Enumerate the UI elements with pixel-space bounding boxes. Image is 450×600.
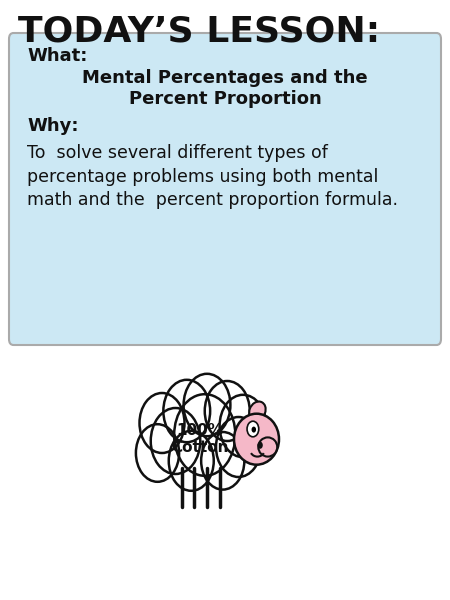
Circle shape [140, 393, 184, 453]
Circle shape [151, 408, 200, 474]
Ellipse shape [249, 401, 266, 421]
Circle shape [220, 395, 266, 457]
Circle shape [257, 442, 263, 449]
Text: To  solve several different types of
percentage problems using both mental
math : To solve several different types of perc… [27, 144, 398, 209]
Circle shape [252, 427, 256, 433]
Circle shape [174, 394, 235, 476]
Text: TODAY’S LESSON:: TODAY’S LESSON: [18, 15, 380, 49]
Text: Why:: Why: [27, 117, 78, 135]
Circle shape [201, 432, 244, 490]
FancyBboxPatch shape [9, 33, 441, 345]
Circle shape [184, 374, 230, 436]
Circle shape [247, 421, 259, 437]
Circle shape [205, 381, 250, 441]
Circle shape [163, 380, 210, 442]
Circle shape [169, 431, 214, 491]
Circle shape [216, 417, 261, 477]
Text: 100%
Cotton: 100% Cotton [171, 423, 229, 455]
Ellipse shape [258, 437, 277, 457]
Text: Mental Percentages and the
Percent Proportion: Mental Percentages and the Percent Propo… [82, 69, 368, 108]
Circle shape [136, 424, 179, 482]
Ellipse shape [234, 414, 279, 464]
Text: What:: What: [27, 47, 87, 65]
